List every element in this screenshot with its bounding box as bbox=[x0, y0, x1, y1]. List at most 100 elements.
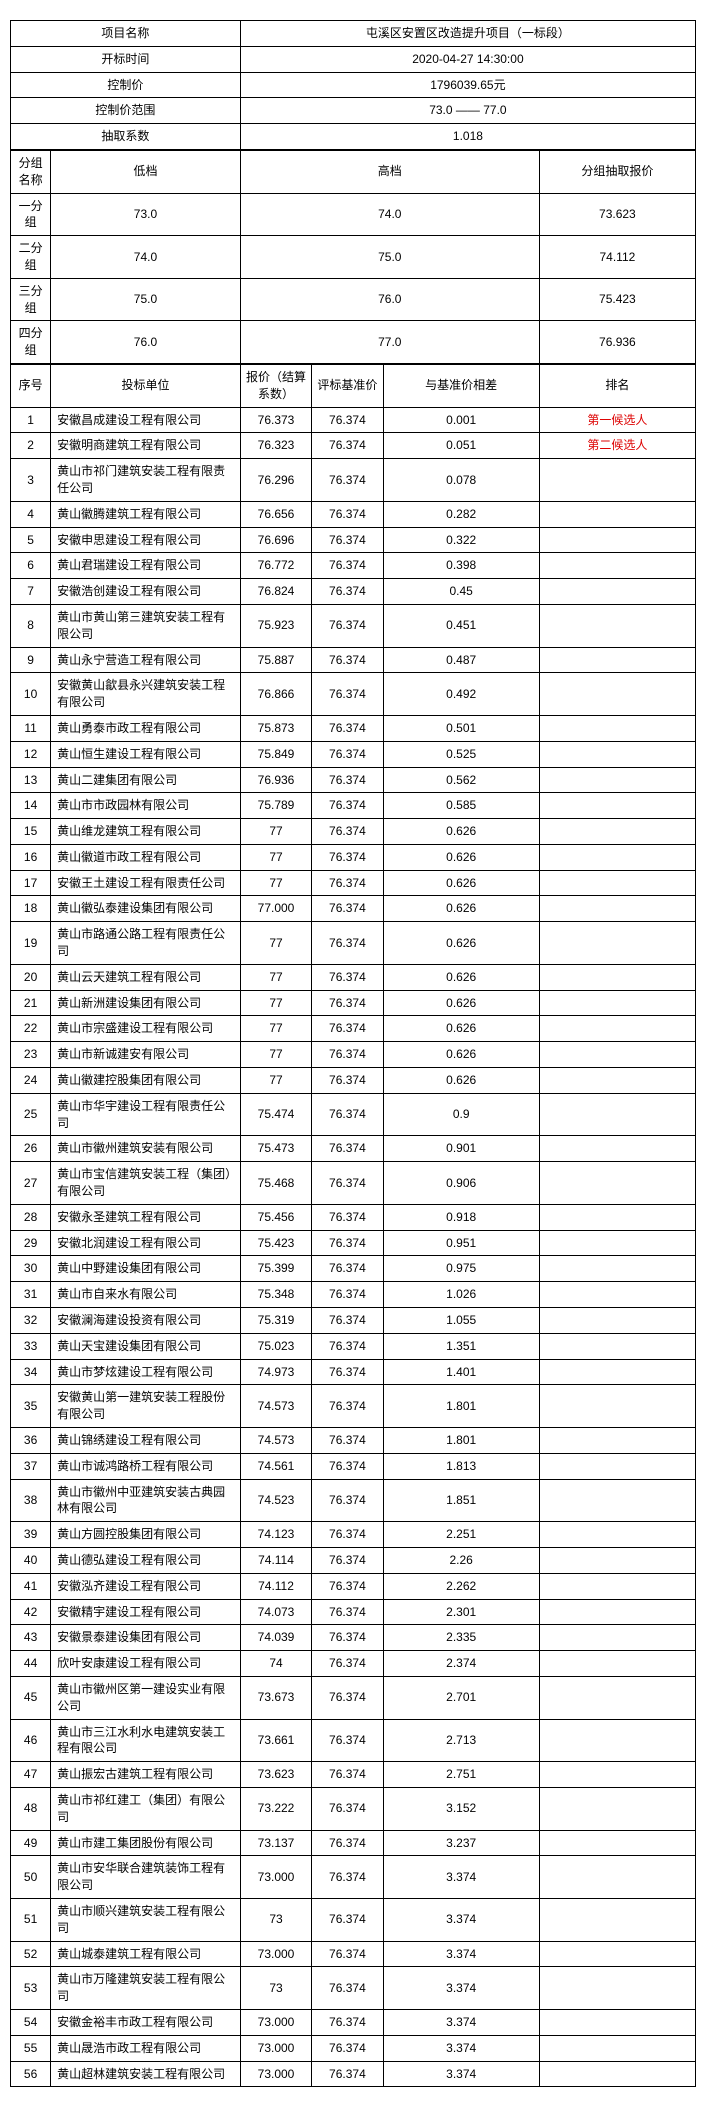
cell-unit: 黄山市华宇建设工程有限责任公司 bbox=[51, 1093, 241, 1136]
cell-unit: 黄山锦绣建设工程有限公司 bbox=[51, 1428, 241, 1454]
bid-row: 49黄山市建工集团股份有限公司73.13776.3743.237 bbox=[11, 1830, 696, 1856]
cell-price: 73.137 bbox=[240, 1830, 311, 1856]
bid-row: 42安徽精宇建设工程有限公司74.07376.3742.301 bbox=[11, 1599, 696, 1625]
cell-diff: 3.374 bbox=[383, 1941, 539, 1967]
bid-row: 19黄山市路通公路工程有限责任公司7776.3740.626 bbox=[11, 922, 696, 965]
cell-unit: 黄山永宁营造工程有限公司 bbox=[51, 647, 241, 673]
cell-base: 76.374 bbox=[312, 2061, 383, 2087]
cell-diff: 3.374 bbox=[383, 2035, 539, 2061]
cell-base: 76.374 bbox=[312, 1162, 383, 1205]
bid-row: 1安徽昌成建设工程有限公司76.37376.3740.001第一候选人 bbox=[11, 407, 696, 433]
cell-diff: 0.451 bbox=[383, 604, 539, 647]
cell-no: 41 bbox=[11, 1573, 51, 1599]
cell-rank bbox=[539, 922, 695, 965]
bid-row: 2安徽明商建筑工程有限公司76.32376.3740.051第二候选人 bbox=[11, 433, 696, 459]
cell-price: 75.456 bbox=[240, 1204, 311, 1230]
cell-rank bbox=[539, 673, 695, 716]
cell-no: 22 bbox=[11, 1016, 51, 1042]
cell-price: 75.789 bbox=[240, 793, 311, 819]
cell-unit: 安徽黄山歙县永兴建筑安装工程有限公司 bbox=[51, 673, 241, 716]
group-name: 四分组 bbox=[11, 321, 51, 364]
cell-rank: 第二候选人 bbox=[539, 433, 695, 459]
cell-unit: 安徽澜海建设投资有限公司 bbox=[51, 1308, 241, 1334]
cell-no: 18 bbox=[11, 896, 51, 922]
cell-rank: 第一候选人 bbox=[539, 407, 695, 433]
group-low: 76.0 bbox=[51, 321, 241, 364]
bid-row: 48黄山市祁红建工（集团）有限公司73.22276.3743.152 bbox=[11, 1787, 696, 1830]
cell-unit: 安徽黄山第一建筑安装工程股份有限公司 bbox=[51, 1385, 241, 1428]
cell-price: 75.873 bbox=[240, 715, 311, 741]
cell-price: 73.623 bbox=[240, 1762, 311, 1788]
cell-diff: 0.626 bbox=[383, 1016, 539, 1042]
bid-row: 5安徽申思建设工程有限公司76.69676.3740.322 bbox=[11, 527, 696, 553]
cell-rank bbox=[539, 1042, 695, 1068]
cell-unit: 黄山市宝信建筑安装工程（集团）有限公司 bbox=[51, 1162, 241, 1205]
cell-price: 73.000 bbox=[240, 1941, 311, 1967]
col-price: 报价（结算系数） bbox=[240, 364, 311, 407]
cell-price: 76.772 bbox=[240, 553, 311, 579]
cell-no: 50 bbox=[11, 1856, 51, 1899]
bid-row: 9黄山永宁营造工程有限公司75.88776.3740.487 bbox=[11, 647, 696, 673]
cell-price: 74.123 bbox=[240, 1522, 311, 1548]
cell-unit: 黄山市自来水有限公司 bbox=[51, 1282, 241, 1308]
cell-base: 76.374 bbox=[312, 647, 383, 673]
cell-no: 12 bbox=[11, 741, 51, 767]
cell-price: 76.373 bbox=[240, 407, 311, 433]
header-table: 项目名称 屯溪区安置区改造提升项目（一标段） 开标时间 2020-04-27 1… bbox=[10, 20, 696, 150]
cell-rank bbox=[539, 1967, 695, 2010]
cell-diff: 3.374 bbox=[383, 1898, 539, 1941]
bid-row: 36黄山锦绣建设工程有限公司74.57376.3741.801 bbox=[11, 1428, 696, 1454]
cell-no: 37 bbox=[11, 1453, 51, 1479]
cell-base: 76.374 bbox=[312, 844, 383, 870]
cell-no: 7 bbox=[11, 579, 51, 605]
group-price: 76.936 bbox=[539, 321, 695, 364]
bid-row: 33黄山天宝建设集团有限公司75.02376.3741.351 bbox=[11, 1333, 696, 1359]
cell-base: 76.374 bbox=[312, 990, 383, 1016]
cell-unit: 黄山天宝建设集团有限公司 bbox=[51, 1333, 241, 1359]
cell-rank bbox=[539, 459, 695, 502]
group-row: 三分组75.076.075.423 bbox=[11, 278, 696, 321]
cell-no: 14 bbox=[11, 793, 51, 819]
bid-row: 35安徽黄山第一建筑安装工程股份有限公司74.57376.3741.801 bbox=[11, 1385, 696, 1428]
cell-base: 76.374 bbox=[312, 1428, 383, 1454]
cell-base: 76.374 bbox=[312, 1548, 383, 1574]
cell-price: 73 bbox=[240, 1967, 311, 2010]
bid-row: 15黄山维龙建筑工程有限公司7776.3740.626 bbox=[11, 819, 696, 845]
cell-unit: 黄山君瑞建设工程有限公司 bbox=[51, 553, 241, 579]
cell-rank bbox=[539, 1548, 695, 1574]
group-row: 一分组73.074.073.623 bbox=[11, 193, 696, 236]
cell-unit: 安徽北润建设工程有限公司 bbox=[51, 1230, 241, 1256]
project-name-value: 屯溪区安置区改造提升项目（一标段） bbox=[240, 21, 695, 47]
cell-diff: 1.801 bbox=[383, 1385, 539, 1428]
cell-unit: 黄山市徽州中亚建筑安装古典园林有限公司 bbox=[51, 1479, 241, 1522]
bid-row: 32安徽澜海建设投资有限公司75.31976.3741.055 bbox=[11, 1308, 696, 1334]
bid-row: 30黄山中野建设集团有限公司75.39976.3740.975 bbox=[11, 1256, 696, 1282]
group-row: 二分组74.075.074.112 bbox=[11, 236, 696, 279]
cell-base: 76.374 bbox=[312, 1230, 383, 1256]
cell-no: 19 bbox=[11, 922, 51, 965]
group-low: 73.0 bbox=[51, 193, 241, 236]
cell-unit: 黄山新洲建设集团有限公司 bbox=[51, 990, 241, 1016]
open-time-label: 开标时间 bbox=[11, 46, 241, 72]
bid-row: 14黄山市市政园林有限公司75.78976.3740.585 bbox=[11, 793, 696, 819]
group-price: 73.623 bbox=[539, 193, 695, 236]
cell-no: 9 bbox=[11, 647, 51, 673]
cell-price: 73.000 bbox=[240, 1856, 311, 1899]
bid-row: 26黄山市徽州建筑安装有限公司75.47376.3740.901 bbox=[11, 1136, 696, 1162]
control-range-label: 控制价范围 bbox=[11, 98, 241, 124]
cell-price: 75.348 bbox=[240, 1282, 311, 1308]
cell-price: 77 bbox=[240, 1042, 311, 1068]
cell-rank bbox=[539, 990, 695, 1016]
bid-row: 40黄山德弘建设工程有限公司74.11476.3742.26 bbox=[11, 1548, 696, 1574]
bid-row: 12黄山恒生建设工程有限公司75.84976.3740.525 bbox=[11, 741, 696, 767]
cell-rank bbox=[539, 553, 695, 579]
cell-no: 4 bbox=[11, 501, 51, 527]
cell-diff: 0.626 bbox=[383, 990, 539, 1016]
cell-rank bbox=[539, 1308, 695, 1334]
cell-rank bbox=[539, 579, 695, 605]
cell-rank bbox=[539, 964, 695, 990]
cell-no: 16 bbox=[11, 844, 51, 870]
group-name: 二分组 bbox=[11, 236, 51, 279]
cell-diff: 0.525 bbox=[383, 741, 539, 767]
col-base: 评标基准价 bbox=[312, 364, 383, 407]
